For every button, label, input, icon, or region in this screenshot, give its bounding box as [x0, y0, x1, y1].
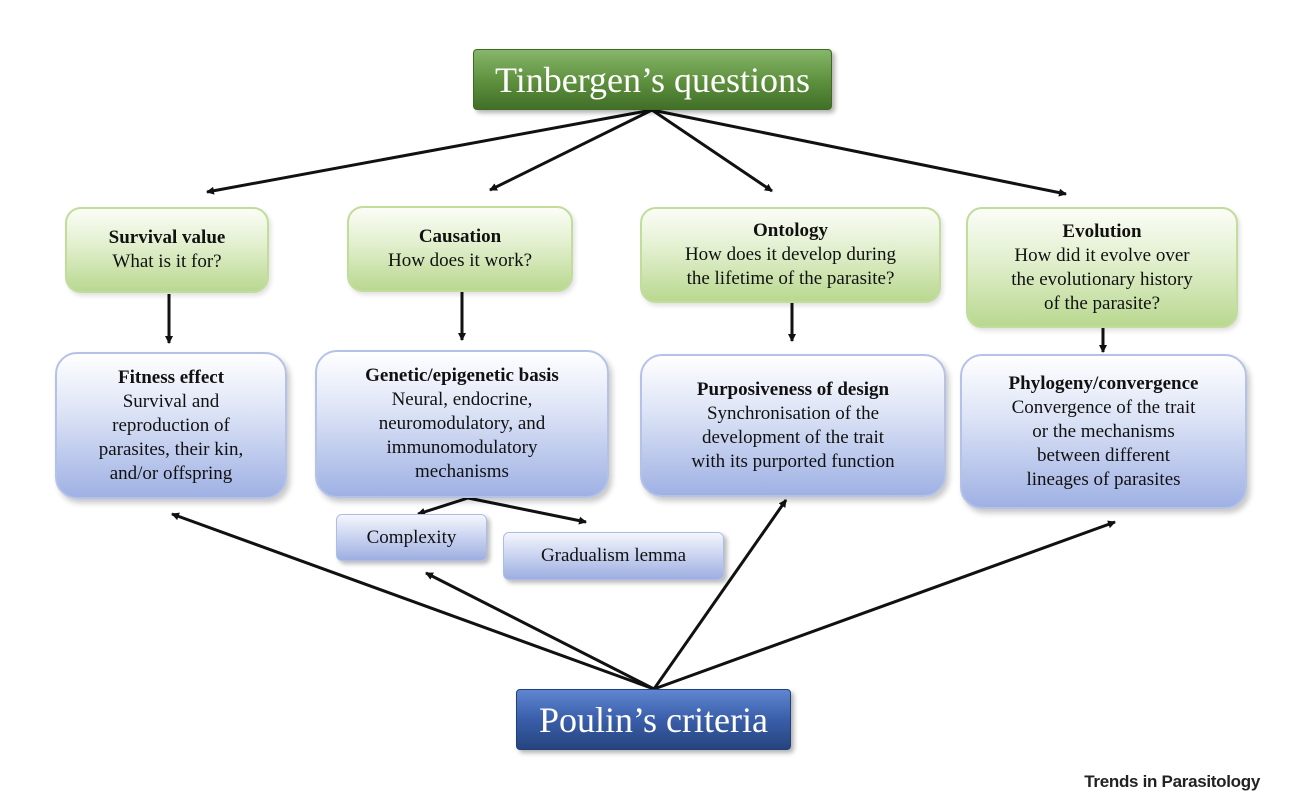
- criterion-phylogeny-convergence-line-2: or the mechanisms: [1032, 420, 1175, 442]
- arrow-poulin-to-fitness: [171, 512, 655, 691]
- criterion-purposiveness-of-design-line-3: with its purported function: [691, 450, 895, 472]
- question-ontology-line-2: the lifetime of the parasite?: [686, 268, 895, 289]
- criterion-purposiveness-of-design-title: Purposiveness of design: [696, 378, 890, 400]
- question-evolution-line-3: of the parasite?: [1043, 292, 1161, 314]
- criterion-genetic-epigenetic-basis-line-3: immunomodulatory: [386, 437, 538, 458]
- criterion-genetic-epigenetic-basis: Genetic/epigenetic basis Neural, endocri…: [315, 350, 609, 498]
- question-causation: Causation How does it work?: [347, 206, 573, 292]
- criterion-genetic-epigenetic-basis-line-4: mechanisms: [415, 461, 509, 482]
- criterion-phylogeny-convergence-line-4: lineages of parasites: [1026, 468, 1181, 490]
- criterion-purposiveness-of-design: Purposiveness of design Synchronisation …: [640, 354, 946, 497]
- criterion-purposiveness-of-design-line-1: Synchronisation of the: [706, 402, 880, 424]
- question-causation-title: Causation: [418, 226, 502, 247]
- tinbergens-questions-header: Tinbergen’s questions: [473, 49, 832, 110]
- sub-criterion-complexity-label: Complexity: [366, 526, 457, 548]
- arrow-tinbergen-to-causation: [489, 108, 653, 192]
- arrow-genetic-to-gradualism: [467, 496, 587, 525]
- criterion-fitness-effect-title: Fitness effect: [117, 366, 225, 388]
- criterion-genetic-epigenetic-basis-line-1: Neural, endocrine,: [391, 389, 533, 410]
- criterion-phylogeny-convergence-line-3: between different: [1036, 444, 1171, 466]
- criterion-phylogeny-convergence: Phylogeny/convergence Convergence of the…: [960, 354, 1247, 509]
- criterion-genetic-epigenetic-basis-title: Genetic/epigenetic basis: [365, 365, 559, 386]
- question-causation-text: How does it work?: [387, 250, 533, 271]
- poulins-criteria-header: Poulin’s criteria: [516, 689, 791, 750]
- criterion-phylogeny-convergence-line-1: Convergence of the trait: [1011, 396, 1196, 418]
- criterion-genetic-epigenetic-basis-line-2: neuromodulatory, and: [378, 413, 546, 434]
- sub-criterion-complexity: Complexity: [336, 514, 487, 561]
- question-survival-value: Survival value What is it for?: [65, 207, 269, 293]
- criterion-purposiveness-of-design-line-2: development of the trait: [701, 426, 885, 448]
- arrow-poulin-to-phylogeny: [653, 520, 1116, 691]
- poulins-criteria-label: Poulin’s criteria: [539, 699, 768, 740]
- criterion-fitness-effect-line-4: and/or offspring: [109, 462, 233, 484]
- criterion-fitness-effect-line-1: Survival and: [122, 390, 220, 412]
- criterion-phylogeny-convergence-title: Phylogeny/convergence: [1008, 372, 1199, 394]
- tinbergens-questions-label: Tinbergen’s questions: [494, 59, 811, 100]
- criterion-fitness-effect-line-2: reproduction of: [112, 414, 230, 436]
- question-evolution-line-2: the evolutionary history: [1011, 268, 1193, 290]
- arrow-tinbergen-to-evolution: [651, 108, 1067, 197]
- journal-credit: Trends in Parasitology: [1084, 772, 1260, 791]
- question-survival-value-text: What is it for?: [112, 251, 222, 272]
- question-ontology-title: Ontology: [753, 220, 828, 241]
- question-evolution: Evolution How did it evolve over the evo…: [966, 207, 1238, 328]
- sub-criterion-gradualism-lemma: Gradualism lemma: [503, 532, 724, 580]
- arrow-poulin-to-purposiveness: [652, 499, 788, 690]
- arrow-poulin-to-complexity: [425, 571, 655, 691]
- question-ontology: Ontology How does it develop during the …: [640, 207, 941, 303]
- question-survival-value-title: Survival value: [108, 227, 226, 248]
- question-evolution-line-1: How did it evolve over: [1014, 244, 1190, 266]
- question-evolution-title: Evolution: [1062, 220, 1142, 242]
- criterion-fitness-effect-line-3: parasites, their kin,: [98, 438, 244, 460]
- question-ontology-line-1: How does it develop during: [684, 244, 897, 265]
- arrow-tinbergen-to-ontology: [651, 108, 773, 193]
- criterion-fitness-effect: Fitness effect Survival and reproduction…: [55, 352, 287, 499]
- arrow-genetic-to-complexity: [417, 496, 469, 516]
- sub-criterion-gradualism-lemma-label: Gradualism lemma: [540, 545, 687, 566]
- arrow-tinbergen-to-survival: [206, 108, 653, 195]
